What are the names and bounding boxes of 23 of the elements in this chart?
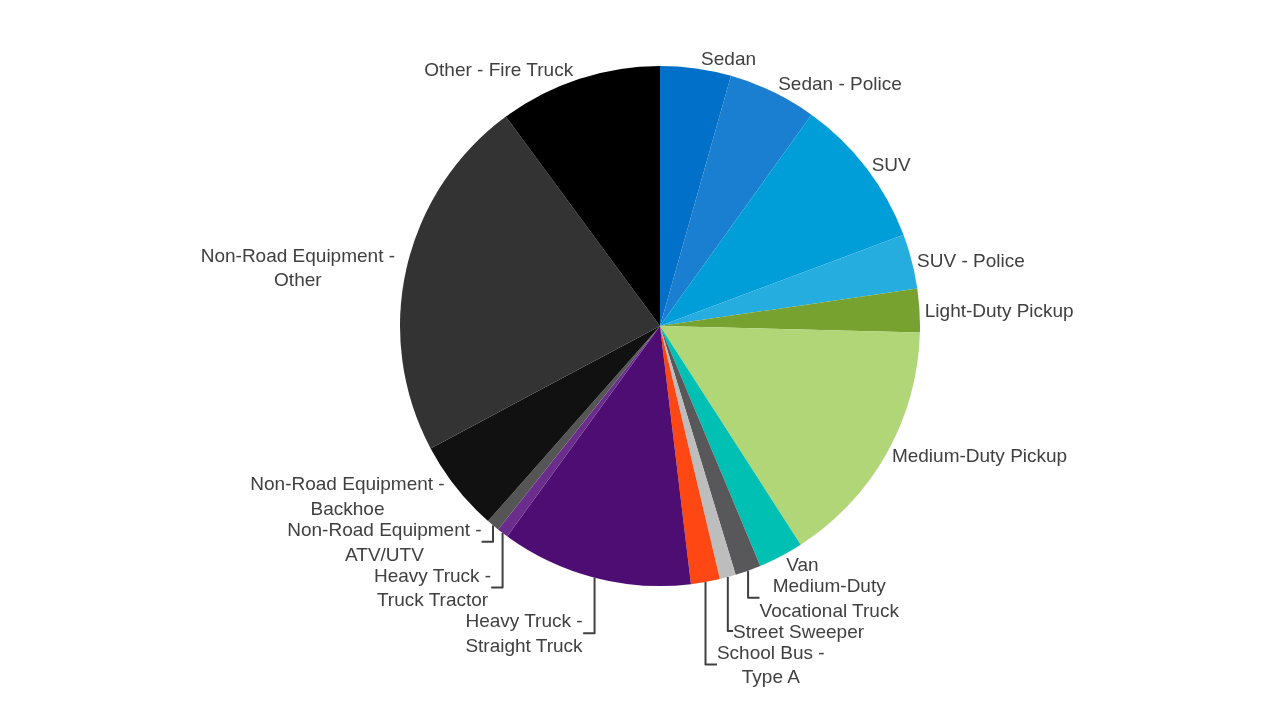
slice-label: Heavy Truck - Straight Truck [465,610,584,657]
slice-label: Street Sweeper [733,620,865,642]
pie-slice [660,234,918,326]
slice-label: Non-Road Equipment - Backhoe [250,473,445,519]
slice-label: Non-Road Equipment - Other [200,244,396,291]
slice-label: Heavy Truck - Truck Tractor [373,564,492,611]
pie-slice [400,116,660,449]
slice-label: Van [786,553,819,575]
slice-label: SUV - Police [917,250,1025,272]
pie-slice [660,326,720,585]
pie-slice [660,288,920,333]
slice-label: SUV [871,153,912,175]
pie-slice [507,326,691,586]
slice-label: Other - Fire Truck [424,59,574,80]
pie-slice [660,66,731,326]
slice-label: Sedan [701,47,757,69]
slice-label: School Bus - Type A [716,641,825,688]
slice-label: Light-Duty Pickup [924,299,1074,321]
slice-label: Medium-Duty Pickup [891,445,1068,467]
slice-label: Non-Road Equipment - ATV/UTV [287,518,482,565]
slice-label: Medium-Duty Vocational Truck [759,574,900,621]
slice-label: Sedan - Police [778,72,902,94]
pie-slice [660,326,761,575]
